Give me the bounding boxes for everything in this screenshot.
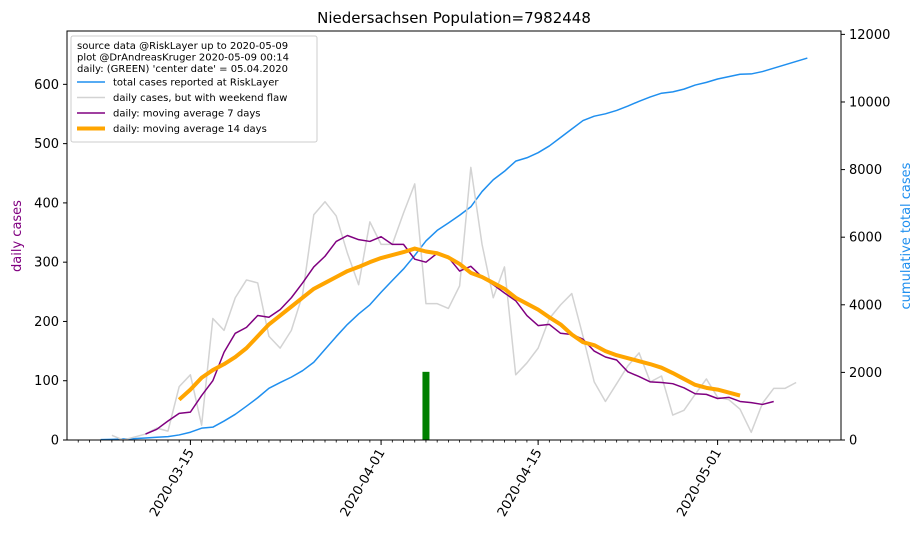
right-tick-label: 4000 xyxy=(849,298,882,313)
series-line-1 xyxy=(100,57,808,440)
legend-entry: daily: moving average 7 days xyxy=(113,109,260,120)
chart-title: Niedersachsen Population=7982448 xyxy=(317,9,591,27)
right-tick-label: 0 xyxy=(849,434,857,449)
left-tick-label: 400 xyxy=(34,196,59,211)
x-tick-label: 2020-03-15 xyxy=(147,447,198,520)
center-date-bar xyxy=(422,371,430,440)
left-tick-label: 200 xyxy=(34,315,59,330)
plot-area xyxy=(100,57,808,440)
right-axis-label: cumulative total cases xyxy=(899,162,914,309)
x-tick-label: 2020-04-01 xyxy=(338,447,389,520)
legend-entry: daily cases, but with weekend flaw xyxy=(113,93,287,104)
legend-annotation-line: plot @DrAndreasKruger 2020-05-09 00:14 xyxy=(77,53,289,64)
series-line-3 xyxy=(145,234,774,435)
legend-entry: daily: moving average 14 days xyxy=(113,124,267,135)
x-tick-label: 2020-04-15 xyxy=(495,447,546,520)
legend-annotation-line: source data @RiskLayer up to 2020-05-09 xyxy=(77,41,288,52)
right-tick-label: 6000 xyxy=(849,231,882,246)
left-tick-label: 100 xyxy=(34,374,59,389)
right-tick-label: 2000 xyxy=(849,366,882,381)
legend-annotation-line: daily: (GREEN) 'center date' = 05.04.202… xyxy=(77,64,288,75)
left-tick-label: 600 xyxy=(34,78,59,93)
legend-box xyxy=(70,35,318,143)
left-tick-label: 300 xyxy=(34,256,59,271)
left-tick-label: 500 xyxy=(34,137,59,152)
right-tick-label: 12000 xyxy=(849,28,890,43)
right-tick-label: 8000 xyxy=(849,163,882,178)
series-line-2 xyxy=(111,166,797,440)
series-line-4 xyxy=(177,246,741,402)
right-tick-label: 10000 xyxy=(849,95,890,110)
left-axis-label: daily cases xyxy=(10,200,25,272)
x-tick-label: 2020-05-01 xyxy=(674,447,725,520)
legend: source data @RiskLayer up to 2020-05-09p… xyxy=(70,35,318,143)
legend-entry: total cases reported at RiskLayer xyxy=(113,78,279,89)
plot-frame xyxy=(66,30,842,441)
left-tick-label: 0 xyxy=(51,434,59,449)
